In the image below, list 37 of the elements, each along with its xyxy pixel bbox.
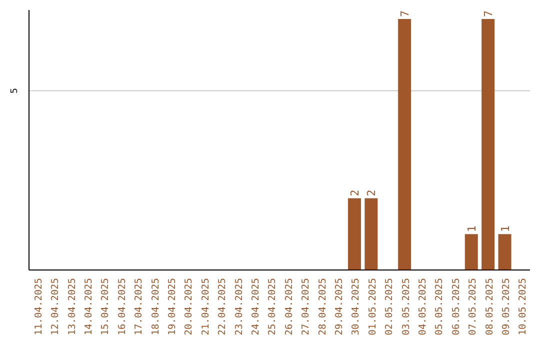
x-tick-label: 23.04.2025 (234, 278, 245, 336)
x-tick-label: 29.04.2025 (334, 278, 345, 336)
x-tick-label: 28.04.2025 (317, 278, 328, 336)
x-tick-label: 26.04.2025 (284, 278, 295, 336)
x-tick-label: 16.04.2025 (116, 278, 128, 336)
x-tick-label: 07.05.2025 (468, 278, 479, 336)
x-tick-label: 01.05.2025 (367, 278, 378, 336)
x-tick-label: 30.04.2025 (350, 278, 362, 336)
data-label: 1 (498, 226, 512, 232)
x-tick-label: 18.04.2025 (150, 278, 162, 336)
x-tick-label: 12.04.2025 (50, 278, 62, 336)
x-tick-label: 05.05.2025 (434, 278, 446, 336)
x-tick-label: 09.05.2025 (500, 278, 512, 336)
x-tick-label: 20.04.2025 (184, 278, 195, 336)
x-tick-label: 02.05.2025 (384, 278, 396, 336)
data-label: 2 (365, 190, 378, 196)
data-label: 7 (482, 10, 496, 17)
x-tick-label: 10.05.2025 (518, 278, 529, 336)
data-label: 7 (398, 10, 412, 17)
x-tick-label: 19.04.2025 (166, 278, 178, 336)
x-tick-label: 08.05.2025 (484, 278, 496, 336)
x-tick-label: 03.05.2025 (400, 278, 412, 336)
x-tick-label: 06.05.2025 (450, 278, 462, 336)
x-tick-label: 15.04.2025 (100, 278, 112, 336)
x-tick-label: 27.04.2025 (300, 278, 312, 336)
x-tick-label: 22.04.2025 (217, 278, 228, 336)
x-tick-label: 11.04.2025 (33, 278, 44, 336)
x-tick-label: 14.04.2025 (83, 278, 94, 336)
y-tick-label: 5 (10, 88, 20, 94)
x-tick-label: 24.04.2025 (250, 278, 262, 336)
data-label: 2 (348, 190, 362, 196)
x-tick-label: 25.04.2025 (267, 278, 278, 336)
x-tick-label: 17.04.2025 (134, 278, 145, 336)
x-tick-label: 21.04.2025 (200, 278, 212, 336)
x-tick-label: 13.04.2025 (66, 278, 78, 336)
x-tick-label: 04.05.2025 (417, 278, 428, 336)
data-label: 1 (465, 226, 478, 232)
